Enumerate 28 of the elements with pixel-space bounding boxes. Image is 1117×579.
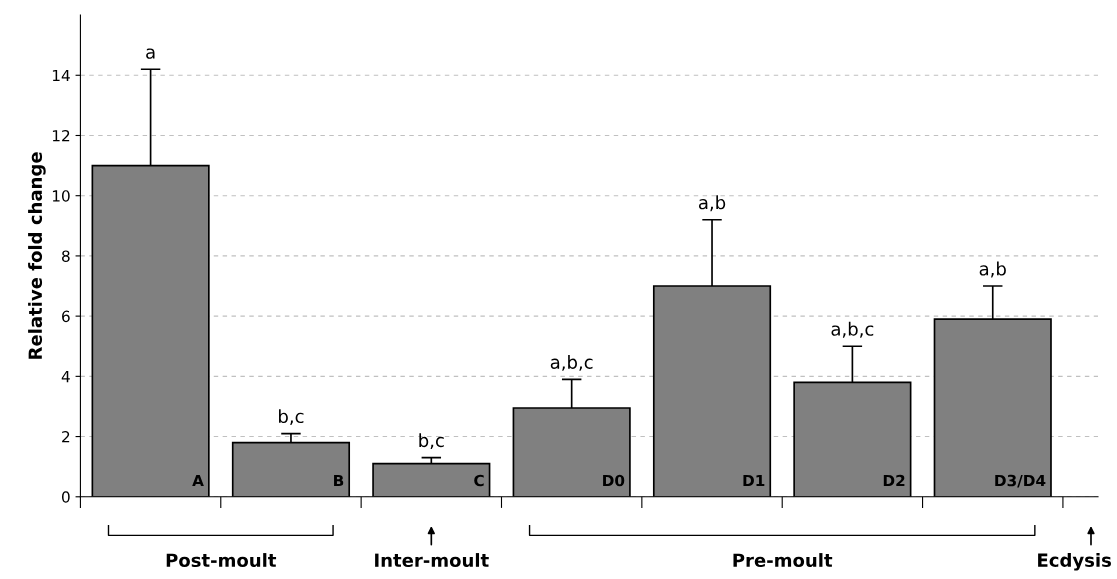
- y-tick-label: 10: [52, 190, 70, 202]
- x-tick-label: B: [334, 474, 344, 487]
- x-tick-label: D0: [603, 474, 625, 487]
- annotation: a,b: [698, 195, 726, 212]
- annotation: a: [146, 48, 155, 59]
- text: Pre-moult: [733, 553, 833, 568]
- y-tick-label: 0: [61, 491, 70, 503]
- annotation: b,c: [279, 409, 304, 425]
- y-tick-label: 8: [62, 250, 70, 262]
- y-tick-label: 12: [52, 129, 70, 142]
- y-tick-label: 6: [62, 310, 70, 323]
- annotation: a,b: [979, 261, 1006, 278]
- x-tick-label: A: [192, 474, 204, 487]
- x-tick-label: D3/D4: [995, 474, 1046, 488]
- text: Post-moult: [166, 553, 277, 568]
- y-axis-title: Relative fold change: [28, 152, 46, 359]
- x-tick-label: D1: [743, 474, 765, 487]
- text: Ecdysis: [1038, 553, 1111, 571]
- y-tick-label: 14: [52, 69, 70, 82]
- text: Inter-moult: [375, 553, 489, 568]
- x-tick-label: C: [474, 474, 484, 487]
- x-tick-label: D2: [883, 474, 905, 487]
- bar: [372, 462, 491, 497]
- y-tick-label: 2: [62, 431, 70, 443]
- annotation: a,b,c: [831, 321, 874, 338]
- annotation: b,c: [419, 433, 444, 450]
- annotation: a,b,c: [550, 354, 593, 371]
- y-tick-label: 4: [61, 371, 70, 383]
